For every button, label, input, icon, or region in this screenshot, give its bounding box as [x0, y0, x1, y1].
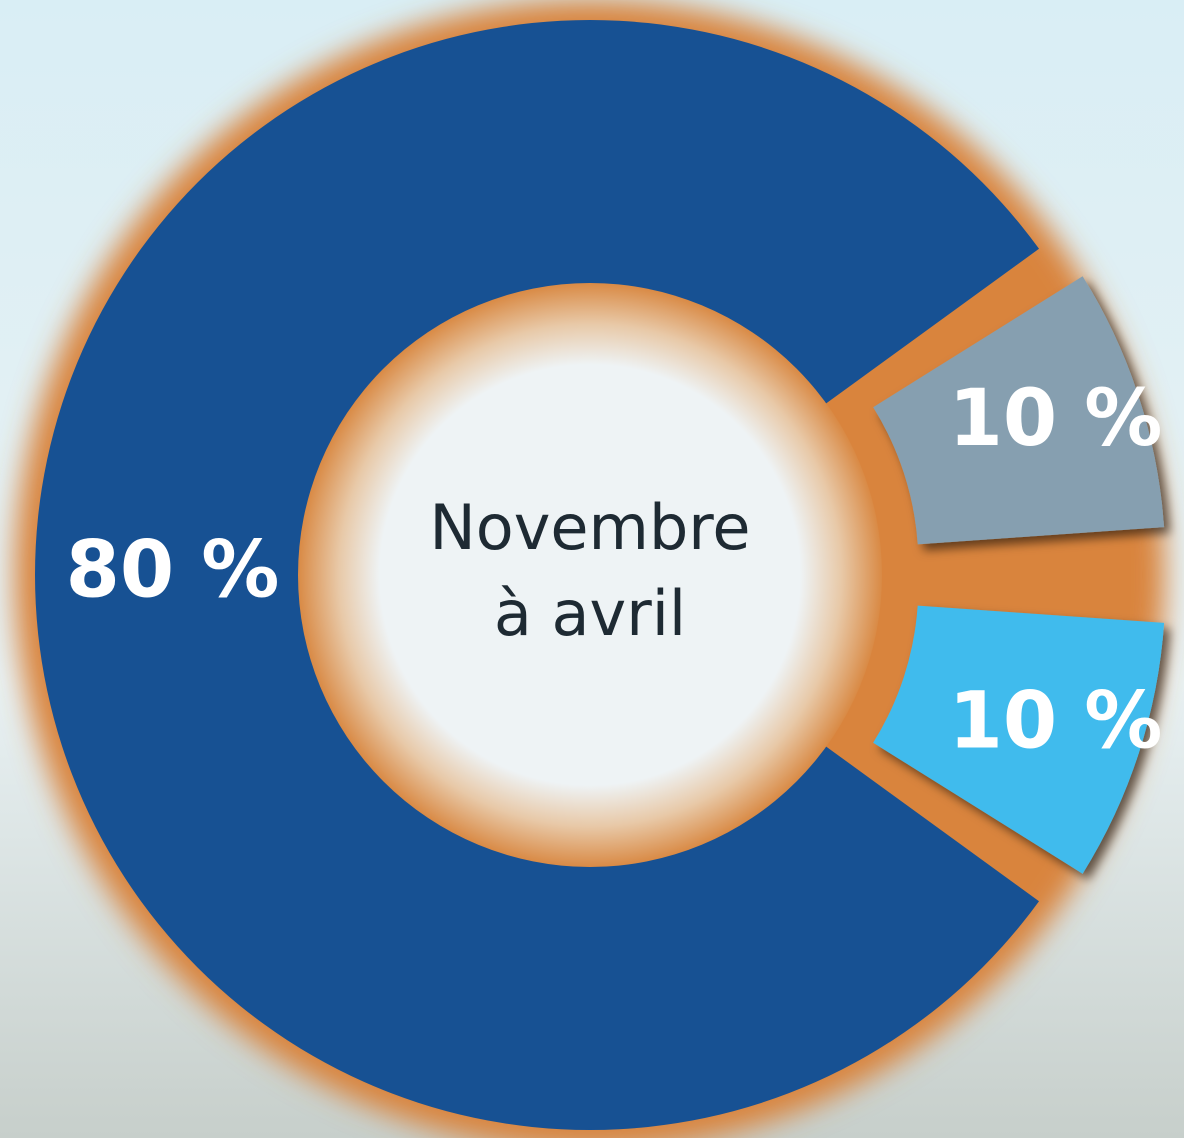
center-label: à avril	[494, 577, 686, 650]
donut-hole	[298, 283, 882, 867]
value-label: 80 %	[66, 525, 280, 615]
center-label: Novembre	[429, 491, 750, 564]
slices	[35, 19, 1165, 1131]
slice	[873, 276, 1165, 545]
value-label: 10 %	[949, 374, 1163, 464]
slice	[873, 605, 1165, 874]
slice	[35, 19, 1040, 1131]
value-label: 10 %	[949, 677, 1163, 767]
